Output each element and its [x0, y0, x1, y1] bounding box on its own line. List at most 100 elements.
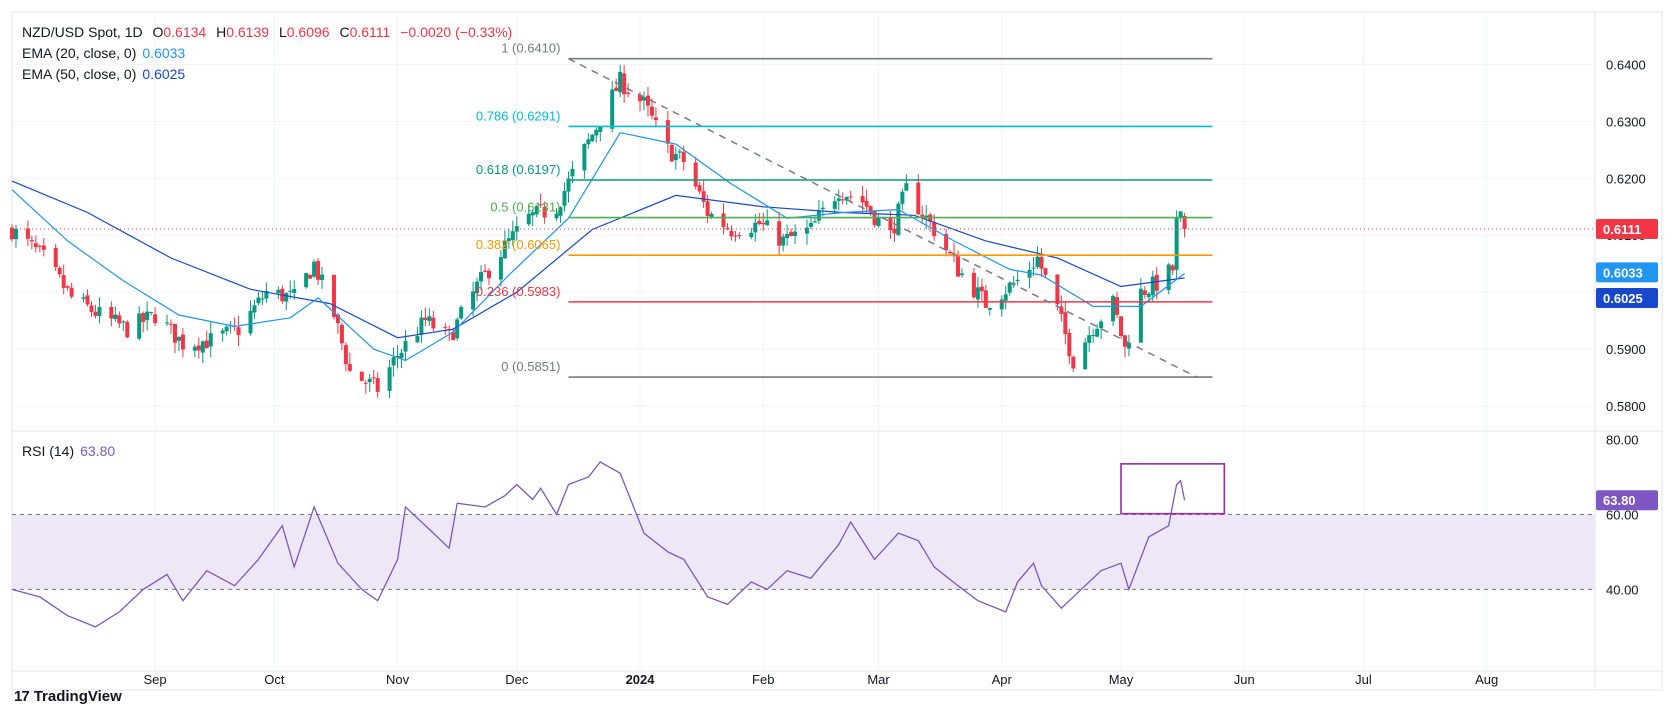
ema50-tag-text: 0.6025	[1603, 291, 1643, 306]
candle-body	[812, 221, 817, 223]
time-label: Apr	[992, 672, 1013, 687]
candle-body	[125, 321, 130, 338]
candle-body	[61, 275, 66, 288]
price-tick-label: 0.6300	[1606, 114, 1646, 129]
candle-body	[1003, 294, 1008, 301]
ohlc-legend: NZD/USD Spot, 1D O0.6134 H0.6139 L0.6096…	[22, 24, 512, 40]
candle-body	[292, 288, 297, 293]
time-label: Jun	[1234, 672, 1255, 687]
rsi-band	[12, 514, 1594, 590]
candle-body	[224, 326, 229, 332]
candle-body	[598, 126, 603, 132]
candle-body	[320, 274, 325, 281]
candle-body	[498, 257, 503, 280]
fib-label-0.786: 0.786 (0.6291)	[476, 108, 561, 123]
candle-body	[176, 336, 181, 341]
candle-body	[693, 162, 698, 187]
rsi-last-tag-text: 63.80	[1603, 493, 1636, 508]
time-label: Feb	[752, 672, 774, 687]
price-tick-label: 0.5900	[1606, 342, 1646, 357]
candle-body	[804, 227, 809, 234]
candle-body	[777, 221, 782, 246]
candle-body	[65, 286, 70, 288]
time-axis: Sep Oct Nov Dec 2024 Feb Mar Apr May Jun Jul Aug	[144, 672, 1499, 687]
candle-body	[284, 293, 289, 302]
candle-body	[892, 228, 897, 234]
ema50-legend[interactable]: EMA (50, close, 0) 0.6025	[22, 66, 185, 82]
candle-body	[956, 256, 961, 277]
candle-body	[423, 317, 428, 320]
high-value: 0.6139	[226, 24, 270, 40]
candle-body	[562, 191, 567, 206]
candle-body	[590, 134, 595, 142]
candle-body	[888, 218, 893, 231]
candle-body	[1166, 264, 1171, 290]
time-label: 2024	[626, 672, 656, 687]
close-label: C	[339, 24, 350, 40]
low-label: L	[278, 24, 287, 40]
rsi-tick-label: 80.00	[1606, 432, 1639, 447]
candle-body	[749, 232, 754, 238]
candle-body	[403, 341, 408, 352]
candle-body	[697, 185, 702, 192]
price-tick-label: 0.6400	[1606, 57, 1646, 72]
candle-body	[371, 377, 376, 379]
ema20-legend[interactable]: EMA (20, close, 0) 0.6033	[22, 45, 185, 61]
last-price-tag-bg	[1596, 218, 1658, 239]
candle-body	[904, 183, 909, 191]
candle-body	[196, 345, 201, 351]
rsi-tick-label: 60.00	[1606, 507, 1639, 522]
candle-body	[1039, 256, 1044, 269]
candle-body	[526, 213, 531, 225]
candle-body	[25, 228, 30, 239]
ema20-label: EMA (20, close, 0)	[22, 45, 137, 61]
candle-body	[121, 321, 126, 323]
price-tick-label: 0.5800	[1606, 399, 1646, 414]
rsi-legend[interactable]: RSI (14) 63.80	[22, 443, 115, 459]
candle-body	[971, 272, 976, 298]
candle-body	[1043, 268, 1048, 275]
candle-body	[816, 211, 821, 221]
candle-body	[1182, 215, 1187, 229]
ema50-label: EMA (50, close, 0)	[22, 66, 137, 82]
candle-body	[642, 97, 647, 101]
candle-body	[729, 230, 734, 237]
candle-body	[669, 144, 674, 162]
candle-body	[415, 336, 420, 343]
candle-body	[29, 240, 34, 242]
price-axis: 0.64000.63000.62000.61000.60000.59000.58…	[1606, 57, 1646, 597]
rsi-last-tag: 63.80	[1596, 490, 1658, 511]
tradingview-icon: 17	[14, 688, 30, 705]
time-label: Nov	[386, 672, 410, 687]
candle-body	[785, 233, 790, 239]
candle-body	[387, 367, 392, 391]
candle-body	[359, 371, 364, 381]
candle-body	[93, 311, 98, 316]
candle-body	[145, 311, 150, 321]
symbol-name[interactable]: NZD/USD Spot, 1D	[22, 24, 143, 40]
candle-body	[638, 94, 643, 102]
candle-body	[33, 243, 38, 248]
candle-body	[363, 382, 368, 384]
candle-body	[113, 314, 118, 319]
open-value: 0.6134	[163, 24, 207, 40]
tradingview-logo[interactable]: 17 TradingView	[14, 688, 122, 705]
fib-label-0.5: 0.5 (0.6131)	[490, 200, 560, 215]
candle-body	[570, 168, 575, 177]
candle-body	[260, 298, 265, 300]
fib-label-1: 1 (0.6410)	[501, 41, 560, 56]
candle-body	[1178, 211, 1183, 219]
candle-body	[69, 287, 74, 297]
candle-body	[1027, 269, 1032, 278]
candle-body	[1067, 332, 1072, 357]
candle-body	[534, 206, 539, 215]
time-label: Dec	[505, 672, 529, 687]
candle-body	[944, 233, 949, 251]
candle-body	[586, 139, 591, 145]
candle-body	[1011, 282, 1016, 284]
candle-body	[312, 261, 317, 277]
candle-body	[153, 314, 158, 324]
candle-body	[172, 323, 177, 343]
open-label: O	[152, 24, 164, 40]
